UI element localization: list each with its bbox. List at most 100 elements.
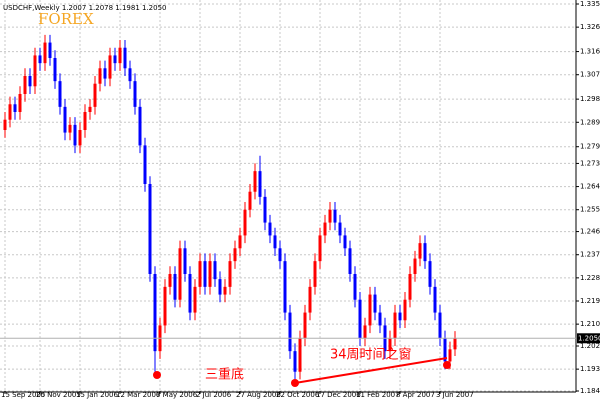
candle-body bbox=[23, 76, 27, 94]
x-tick-label: 2 Jul 2006 bbox=[196, 391, 232, 399]
candle-body bbox=[243, 209, 247, 236]
candle-body bbox=[128, 68, 132, 82]
candle-body bbox=[278, 248, 282, 262]
candle-body bbox=[213, 261, 217, 280]
candle-body bbox=[3, 119, 7, 130]
y-tick-label: 1.2195 bbox=[580, 297, 600, 305]
candle-body bbox=[388, 338, 392, 352]
candle-body bbox=[293, 351, 297, 372]
candle-body bbox=[348, 248, 352, 274]
candle-body bbox=[373, 294, 377, 313]
y-tick-label: 1.2105 bbox=[580, 320, 600, 328]
y-tick-label: 1.2730 bbox=[580, 159, 600, 167]
y-tick-label: 1.2795 bbox=[580, 143, 600, 151]
candle-body bbox=[8, 104, 12, 120]
candle-body bbox=[363, 325, 367, 339]
candle-body bbox=[303, 312, 307, 339]
candle-body bbox=[143, 145, 147, 184]
candle-body bbox=[63, 106, 67, 133]
bottom-dot bbox=[291, 379, 299, 387]
candle-body bbox=[43, 42, 47, 64]
candle-body bbox=[398, 312, 402, 321]
candle-body bbox=[133, 81, 137, 107]
y-tick-label: 1.2550 bbox=[580, 206, 600, 214]
candle-body bbox=[253, 171, 257, 192]
y-tick-label: 1.2465 bbox=[580, 228, 600, 236]
x-tick-label: 15 Sep 2005 bbox=[1, 391, 45, 399]
candle-body bbox=[233, 248, 237, 262]
candle-body bbox=[358, 299, 362, 339]
candle-body bbox=[453, 338, 457, 350]
candle-body bbox=[343, 235, 347, 249]
candle-body bbox=[98, 68, 102, 84]
candle-body bbox=[438, 312, 442, 339]
candle-body bbox=[433, 286, 437, 313]
bottom-dot bbox=[153, 371, 161, 379]
candle-body bbox=[353, 274, 357, 300]
trend-line bbox=[294, 357, 448, 384]
candle-body bbox=[88, 106, 92, 112]
x-tick-label: 22 Oct 2006 bbox=[276, 391, 320, 399]
candle-body bbox=[148, 184, 152, 274]
triple-bottom-label: 三重底 bbox=[205, 367, 244, 383]
candle-body bbox=[333, 209, 337, 223]
x-tick-label: 3 Jun 2007 bbox=[436, 391, 474, 399]
time-window-label: 34周时间之窗 bbox=[330, 347, 412, 363]
y-tick-label: 1.1845 bbox=[580, 387, 600, 395]
x-tick-label: 11 Feb 2007 bbox=[356, 391, 400, 399]
candle-body bbox=[83, 112, 87, 130]
candle-body bbox=[28, 76, 32, 87]
candle-body bbox=[203, 261, 207, 287]
y-tick-label: 1.2980 bbox=[580, 95, 600, 103]
y-tick-label: 1.3075 bbox=[580, 71, 600, 79]
candle-body bbox=[73, 124, 77, 146]
candle-body bbox=[408, 274, 412, 300]
candle-body bbox=[448, 349, 452, 362]
candle-body bbox=[218, 279, 222, 295]
x-tick-label: 27 Aug 2006 bbox=[236, 391, 281, 399]
x-tick-label: 15 Jan 2006 bbox=[76, 391, 119, 399]
y-tick-label: 1.2890 bbox=[580, 118, 600, 126]
x-tick-label: 20 Nov 2005 bbox=[36, 391, 81, 399]
candle-body bbox=[123, 47, 127, 69]
candle-body bbox=[193, 286, 197, 313]
candle-body bbox=[323, 222, 327, 236]
y-tick-label: 1.3260 bbox=[580, 23, 600, 31]
candle-body bbox=[208, 261, 212, 287]
candle-body bbox=[198, 261, 202, 287]
candle-body bbox=[338, 222, 342, 236]
bottom-dot bbox=[443, 361, 451, 369]
candle-body bbox=[138, 106, 142, 146]
y-tick-label: 1.2640 bbox=[580, 183, 600, 191]
candle-body bbox=[223, 286, 227, 295]
candle-body bbox=[248, 191, 252, 210]
candle-body bbox=[153, 274, 157, 352]
candle-body bbox=[288, 312, 292, 352]
candle-body bbox=[313, 261, 317, 287]
candle-body bbox=[318, 235, 322, 262]
candle-body bbox=[93, 83, 97, 107]
candle-body bbox=[53, 58, 57, 82]
forex-label: FOREX bbox=[38, 10, 94, 28]
candle-body bbox=[298, 338, 302, 372]
candle-body bbox=[173, 274, 177, 300]
candle-body bbox=[178, 248, 182, 300]
y-tick-label: 1.3350 bbox=[580, 0, 600, 8]
candle-body bbox=[33, 55, 37, 87]
candle-body bbox=[188, 274, 192, 313]
y-tick-label: 1.2020 bbox=[580, 342, 600, 350]
candle-body bbox=[258, 171, 262, 197]
candle-body bbox=[308, 286, 312, 313]
candle-body bbox=[378, 312, 382, 326]
x-tick-label: 17 Dec 2006 bbox=[316, 391, 361, 399]
candle-body bbox=[183, 248, 187, 274]
y-tick-label: 1.3165 bbox=[580, 48, 600, 56]
candle-body bbox=[118, 47, 122, 64]
candle-body bbox=[418, 243, 422, 259]
last-price-label: 1.2050 bbox=[578, 334, 600, 342]
candle-body bbox=[228, 261, 232, 287]
candle-body bbox=[18, 94, 22, 112]
candle-body bbox=[423, 243, 427, 262]
candle-body bbox=[273, 235, 277, 249]
